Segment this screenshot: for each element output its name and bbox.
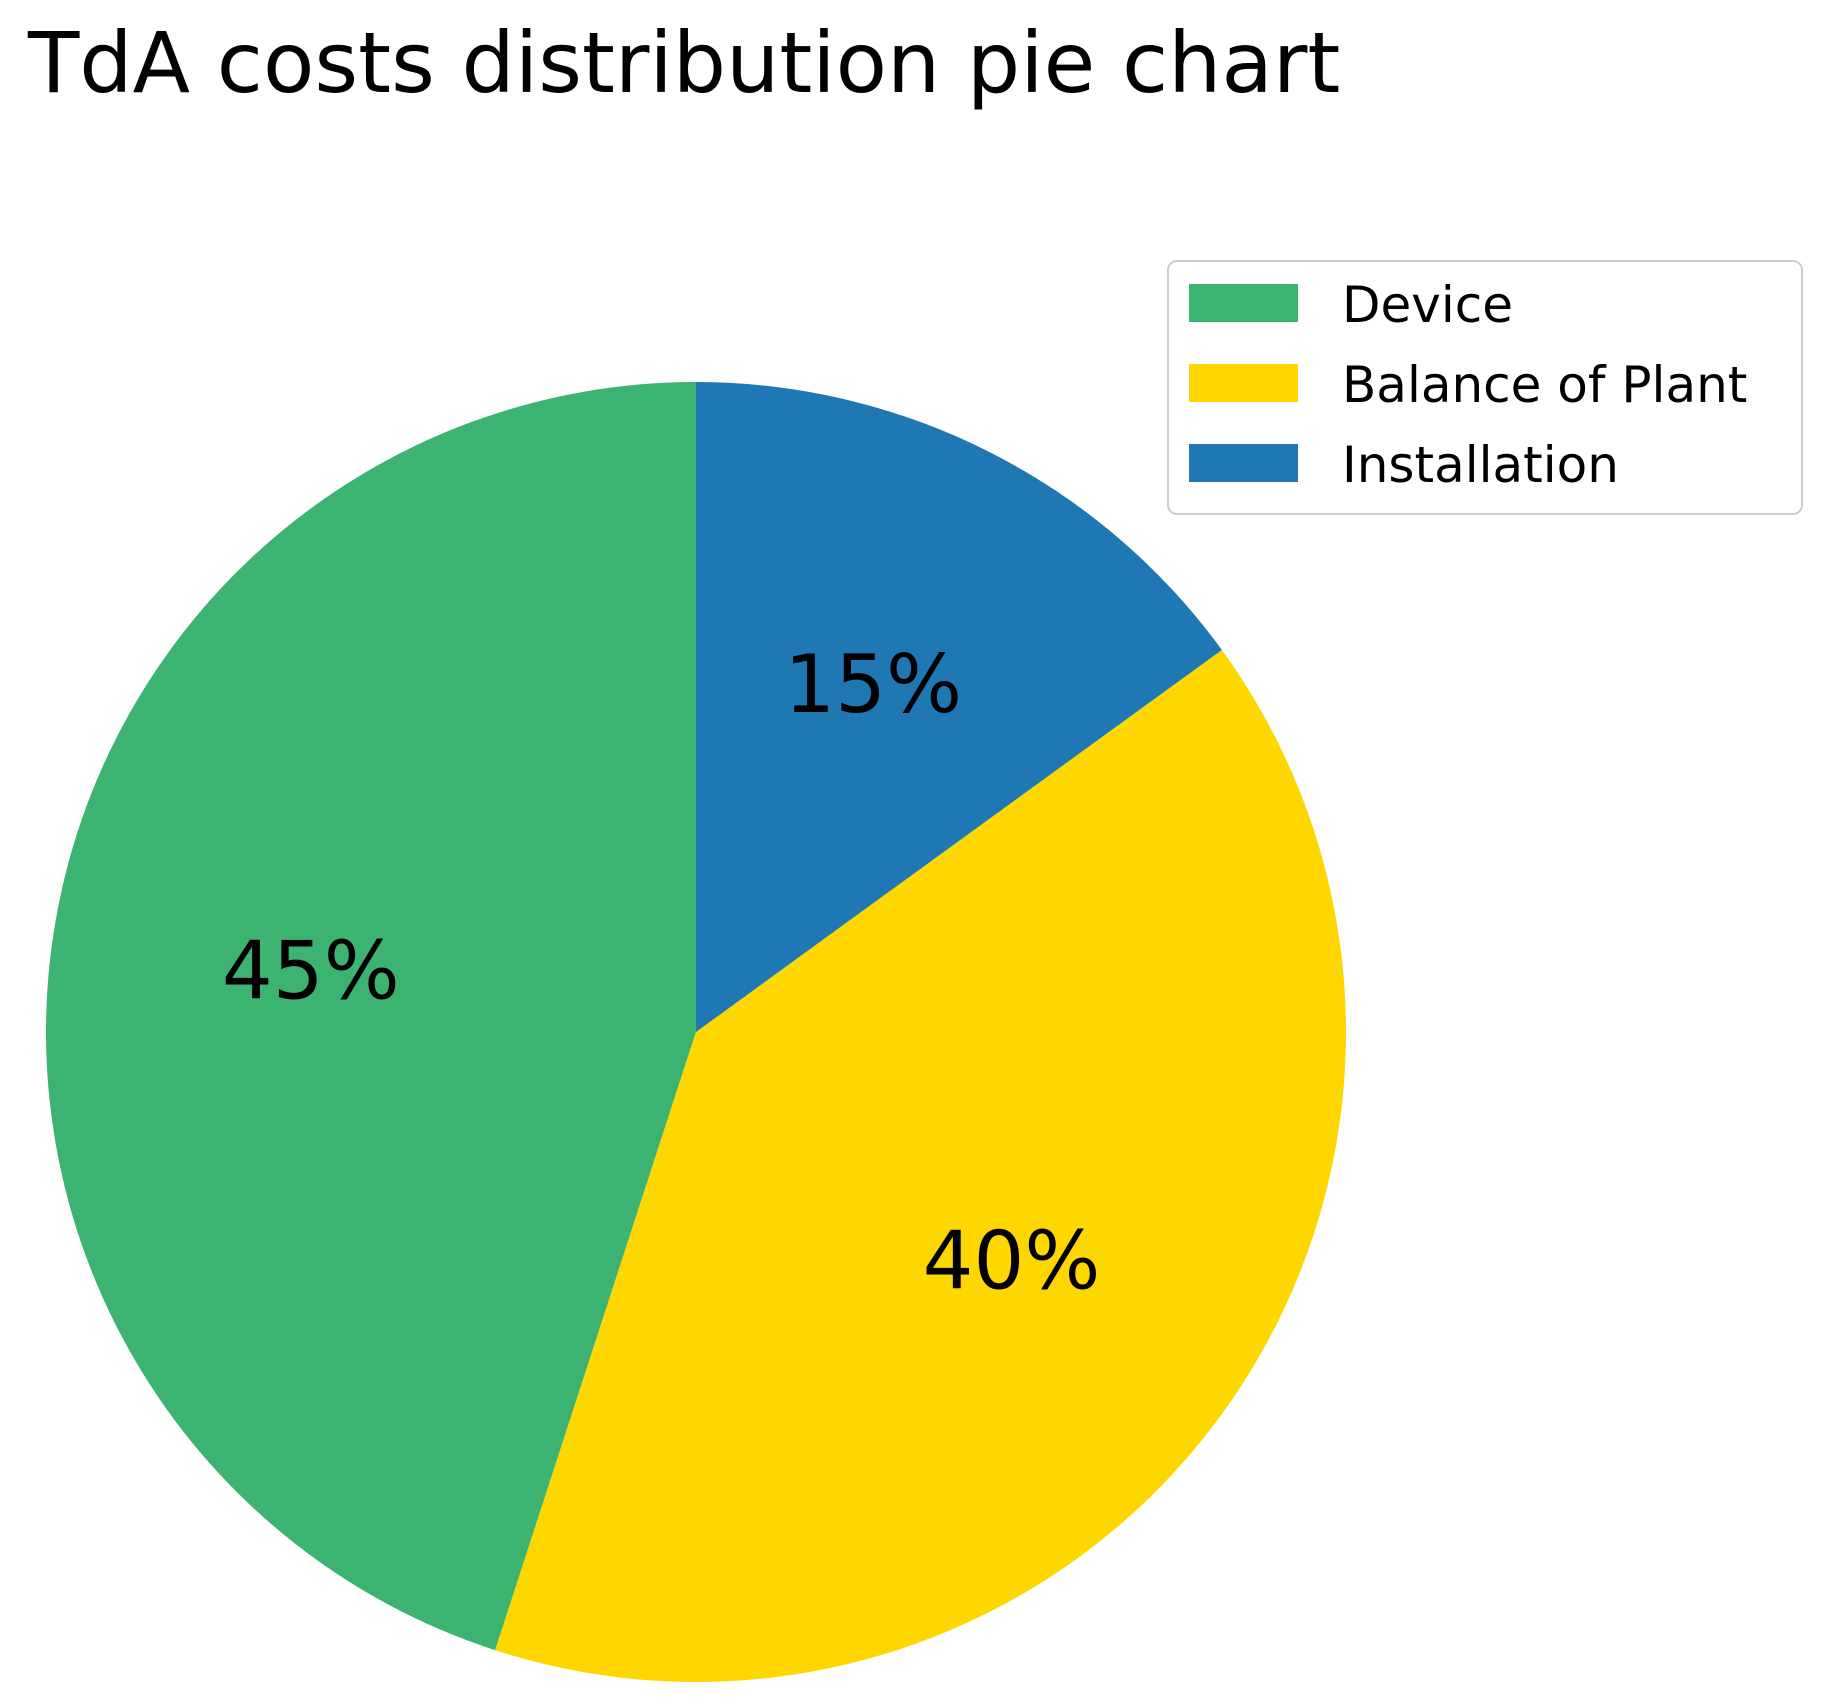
legend-label-installation: Installation	[1342, 436, 1619, 494]
legend-entry-device: Device	[1189, 276, 1513, 334]
pie-slices	[45, 382, 1347, 1683]
pie-label-device: 45%	[222, 925, 400, 1018]
legend-entry-installation: Installation	[1189, 436, 1619, 494]
legend: Device Balance of Plant Installation	[1167, 260, 1803, 515]
legend-swatch-installation	[1189, 444, 1298, 482]
pie-label-balance-of-plant: 40%	[923, 1215, 1101, 1308]
legend-frame	[1167, 260, 1803, 515]
pie-slice-installation	[696, 382, 1222, 1032]
pie-slice-device	[45, 382, 696, 1651]
chart-title: TdA costs distribution pie chart	[27, 14, 1340, 112]
legend-entry-balance-of-plant: Balance of Plant	[1189, 356, 1747, 414]
legend-label-device: Device	[1342, 276, 1513, 334]
legend-swatch-balance-of-plant	[1189, 364, 1298, 402]
pie-slice-balance-of-plant	[495, 649, 1347, 1683]
pie-label-installation: 15%	[784, 638, 962, 731]
pie-slice-labels: 45% 40% 15%	[222, 638, 1101, 1308]
legend-swatch-device	[1189, 284, 1298, 322]
legend-label-balance-of-plant: Balance of Plant	[1342, 356, 1747, 414]
